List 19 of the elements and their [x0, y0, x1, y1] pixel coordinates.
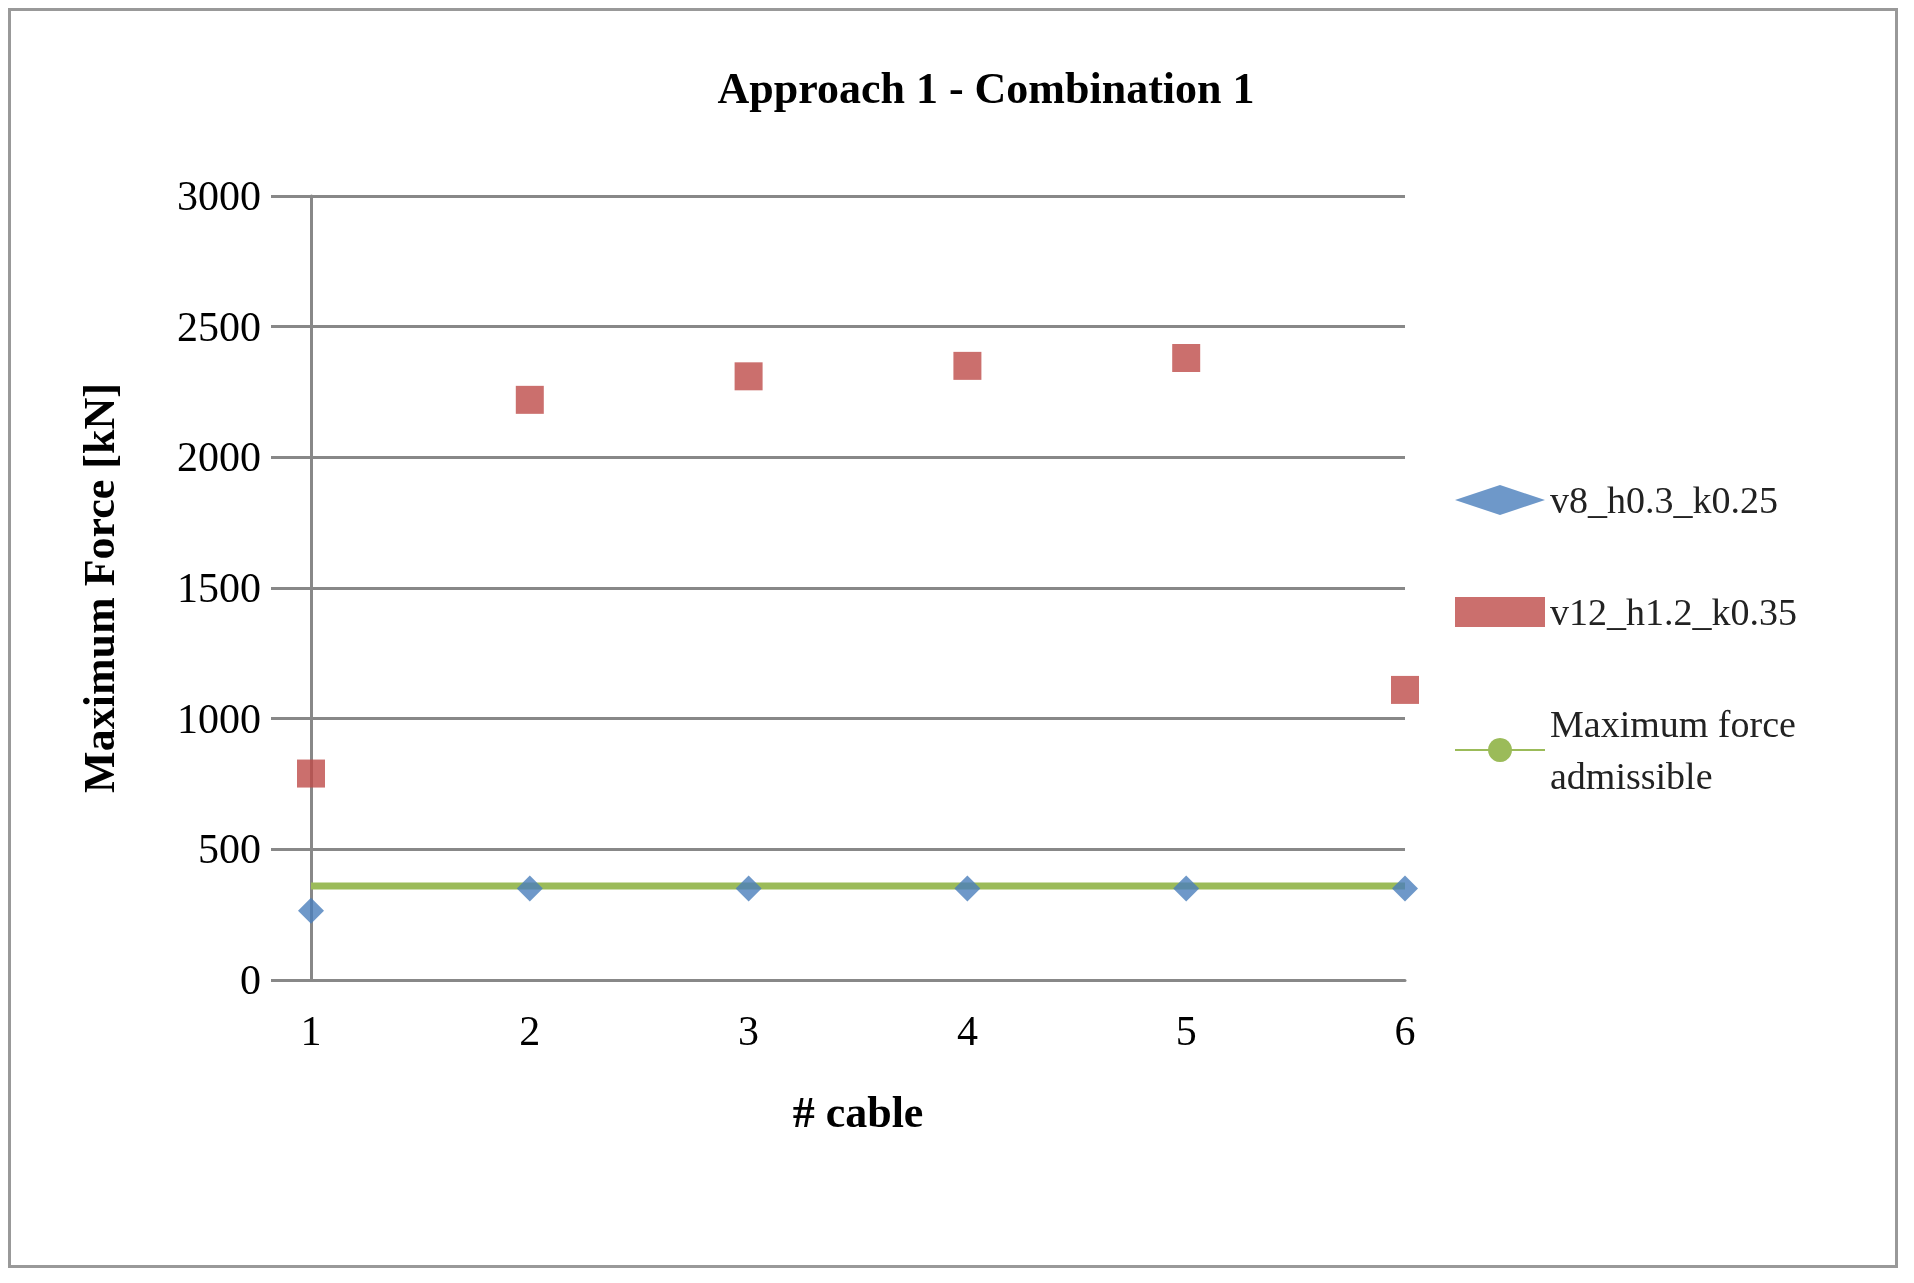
chart-title: Approach 1 - Combination 1	[717, 63, 1255, 113]
y-axis-title: Maximum Force [kN]	[74, 383, 124, 793]
y-tick-label: 3000	[177, 173, 261, 219]
legend-label: v8_h0.3_k0.25	[1550, 479, 1778, 521]
y-tick-label: 1000	[177, 695, 261, 742]
y-tick-label: 2000	[177, 434, 261, 481]
y-tick-label: 2500	[177, 303, 261, 350]
x-tick-label: 2	[519, 1008, 541, 1054]
x-axis-title: # cable	[792, 1087, 924, 1137]
y-tick-label: 500	[198, 826, 261, 873]
legend-label: Maximum force admissible	[1550, 703, 1806, 797]
y-tick-label: 1500	[177, 565, 261, 611]
x-tick-label: 3	[738, 1008, 760, 1054]
legend-label: v12_h1.2_k0.35	[1550, 591, 1797, 633]
x-tick-label: 4	[956, 1008, 978, 1054]
x-tick-label: 6	[1394, 1008, 1416, 1054]
x-tick-label: 5	[1175, 1008, 1197, 1054]
x-tick-label: 1	[300, 1008, 322, 1054]
y-tick-label: 0	[240, 957, 261, 1003]
